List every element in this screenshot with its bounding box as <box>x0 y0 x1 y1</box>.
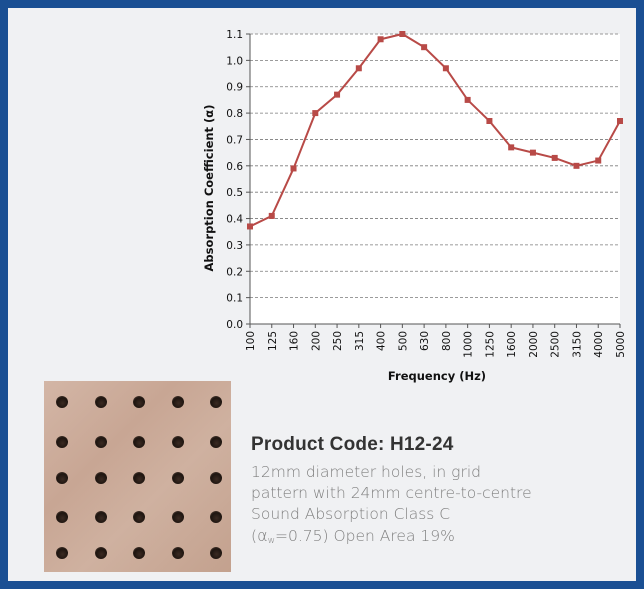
alpha-value: =0.75) Open Area 19% <box>274 527 455 545</box>
perforation-hole <box>172 547 184 559</box>
product-code: Product Code: H12-24 <box>251 434 454 455</box>
y-axis-label: Absorption Coefficient (α) <box>202 105 216 272</box>
desc-line-4: (αw=0.75) Open Area 19% <box>251 525 621 552</box>
data-point <box>268 212 275 219</box>
data-point <box>442 65 449 72</box>
perforation-hole <box>133 511 145 523</box>
data-point <box>464 96 471 103</box>
data-point <box>355 65 362 72</box>
perforation-hole <box>56 472 68 484</box>
x-tick-label: 2000 <box>528 331 540 358</box>
perforation-hole <box>56 511 68 523</box>
perforation-hole <box>95 472 107 484</box>
y-tick-label: 1.1 <box>226 29 243 41</box>
x-tick-label: 200 <box>310 331 322 351</box>
x-tick-label: 400 <box>376 331 388 351</box>
data-point <box>334 91 341 98</box>
perforation-hole <box>56 547 68 559</box>
x-tick-label: 1600 <box>506 331 518 358</box>
data-point <box>377 36 384 43</box>
data-point <box>486 118 493 124</box>
x-tick-label: 630 <box>419 331 431 351</box>
series-line <box>249 32 621 228</box>
perforation-hole <box>133 472 145 484</box>
perforation-hole <box>95 436 107 448</box>
perforation-hole <box>133 396 145 408</box>
x-tick-label: 5000 <box>615 331 627 358</box>
panel: 0.0 0.1 0.2 0.3 0.4 0.5 0.6 0.7 0.8 0.9 1.0 1.1 100 1… <box>8 8 636 581</box>
perforation-hole <box>210 547 222 559</box>
y-tick-label: 0.1 <box>226 293 243 305</box>
desc-line-3: Sound Absorption Class C <box>251 505 451 523</box>
y-tick-label: 0.5 <box>226 187 243 199</box>
x-tick-label: 100 <box>245 331 257 351</box>
perforation-hole <box>172 511 184 523</box>
data-point <box>529 149 536 156</box>
x-tick-label: 800 <box>441 331 453 351</box>
x-tick-label: 4000 <box>593 331 605 358</box>
x-tick-label: 250 <box>332 331 344 351</box>
x-tick-label: 160 <box>289 331 301 351</box>
x-tick-label: 2500 <box>550 331 562 358</box>
absorption-chart: 0.0 0.1 0.2 0.3 0.4 0.5 0.6 0.7 0.8 0.9 1.0 1.1 100 1… <box>202 29 627 383</box>
perforation-hole <box>133 547 145 559</box>
y-tick-label: 0.8 <box>226 108 243 120</box>
perforation-hole <box>133 436 145 448</box>
perforation-hole <box>172 396 184 408</box>
perforation-hole <box>95 511 107 523</box>
data-point <box>290 165 297 172</box>
data-point <box>508 144 515 151</box>
y-tick-label: 0.7 <box>226 134 243 146</box>
paren-open: ( <box>251 527 258 545</box>
x-tick-label: 315 <box>354 331 366 351</box>
data-point <box>399 31 406 37</box>
y-tick-label: 1.0 <box>226 55 243 67</box>
data-point <box>247 223 253 230</box>
x-tick-label: 1250 <box>484 331 496 358</box>
perforation-hole <box>210 472 222 484</box>
perforation-hole <box>210 511 222 523</box>
data-point <box>421 44 428 51</box>
y-tick-label: 0.4 <box>226 214 243 226</box>
perforation-hole <box>210 396 222 408</box>
perforation-hole <box>95 396 107 408</box>
perforation-hole <box>172 472 184 484</box>
x-tick-label: 1000 <box>463 331 475 358</box>
data-point <box>573 162 580 169</box>
plot-area <box>250 34 620 324</box>
data-point <box>312 110 319 117</box>
x-tick-label: 3150 <box>571 331 583 358</box>
y-tick-label: 0.9 <box>226 82 243 94</box>
perforated-panel-sample <box>44 381 231 572</box>
perforation-hole <box>172 436 184 448</box>
data-point <box>617 118 623 124</box>
y-tick-label: 0.6 <box>226 161 243 173</box>
y-tick-label: 0.3 <box>226 240 243 252</box>
perforation-hole <box>210 436 222 448</box>
product-info: Product Code: H12-24 12mm diameter holes… <box>251 434 621 552</box>
perforation-hole <box>56 436 68 448</box>
perforation-hole <box>95 547 107 559</box>
y-tick-label: 0.0 <box>226 319 243 331</box>
x-axis-label: Frequency (Hz) <box>388 369 486 383</box>
desc-line-2: pattern with 24mm centre-to-centre <box>251 484 532 502</box>
alpha-subscript: w <box>267 536 275 546</box>
data-point <box>551 154 558 161</box>
data-point <box>595 157 602 164</box>
x-tick-label: 125 <box>267 331 279 351</box>
desc-line-1: 12mm diameter holes, in grid <box>251 463 481 481</box>
y-tick-label: 0.2 <box>226 266 243 278</box>
alpha-symbol: α <box>257 526 268 545</box>
x-tick-label: 500 <box>397 331 409 351</box>
perforation-hole <box>56 396 68 408</box>
